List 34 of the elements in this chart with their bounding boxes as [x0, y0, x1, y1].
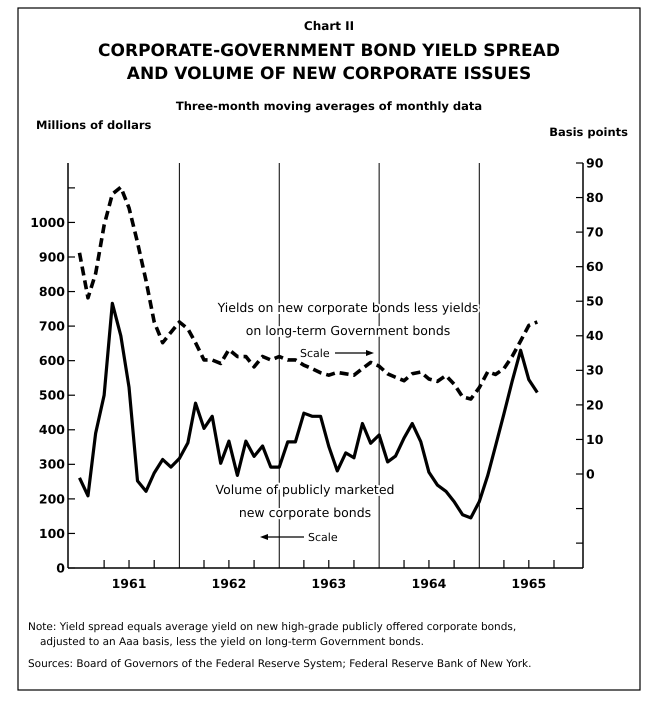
y-tick-label: 900: [38, 249, 66, 264]
chart-subtitle: Three-month moving averages of monthly data: [176, 99, 482, 113]
source-note: Sources: Board of Governors of the Federal Reserve System; Federal Reserve Bank of New York.: [28, 658, 532, 670]
x-tick-label: 1963: [311, 576, 346, 591]
y-tick-label: 300: [38, 456, 66, 472]
y2-axis-title: Basis points: [549, 125, 628, 139]
x-tick-label: 1965: [511, 576, 546, 591]
y2-tick-label: 50: [586, 294, 604, 309]
y2-tick-label: 80: [586, 190, 604, 205]
y2-tick-label: 40: [586, 328, 604, 344]
y-axis-title: Millions of dollars: [36, 118, 152, 132]
y2-tick-label: 30: [586, 362, 604, 378]
y-tick-label: 100: [38, 526, 66, 541]
y-tick-label: 1000: [30, 214, 66, 230]
annotation: Scale: [308, 531, 338, 544]
y2-tick-label: 60: [586, 259, 604, 274]
x-tick-label: 1961: [112, 576, 146, 591]
x-tick-label: 1964: [412, 576, 447, 591]
y-tick-label: 0: [56, 560, 66, 576]
y2-tick-label: 90: [586, 155, 604, 170]
y2-tick-label: 20: [586, 397, 604, 412]
y-tick-label: 400: [38, 422, 66, 438]
x-tick-label: 1962: [212, 576, 246, 591]
y-tick-label: 700: [38, 318, 66, 334]
y2-tick-label: 70: [586, 224, 604, 240]
y-tick-label: 200: [38, 491, 66, 506]
y2-tick-label: 10: [586, 432, 604, 447]
y-tick-label: 800: [38, 284, 66, 299]
annotation: Scale: [300, 347, 330, 360]
text: Note: Yield spread equals average yield on new high-grade publicly offered corporate bonds, adjusted to an Aaa basis, less the yield on long-term Government bonds.: [28, 621, 516, 648]
chart-title: Chart II CORPORATE-GOVERNMENT BOND YIELD SPREAD AND VOLUME OF NEW CORPORATE ISSUES: [98, 19, 560, 84]
y2-tick-label: 0: [586, 466, 595, 482]
y-tick-label: 500: [38, 388, 66, 403]
y-tick-label: 600: [38, 353, 66, 368]
